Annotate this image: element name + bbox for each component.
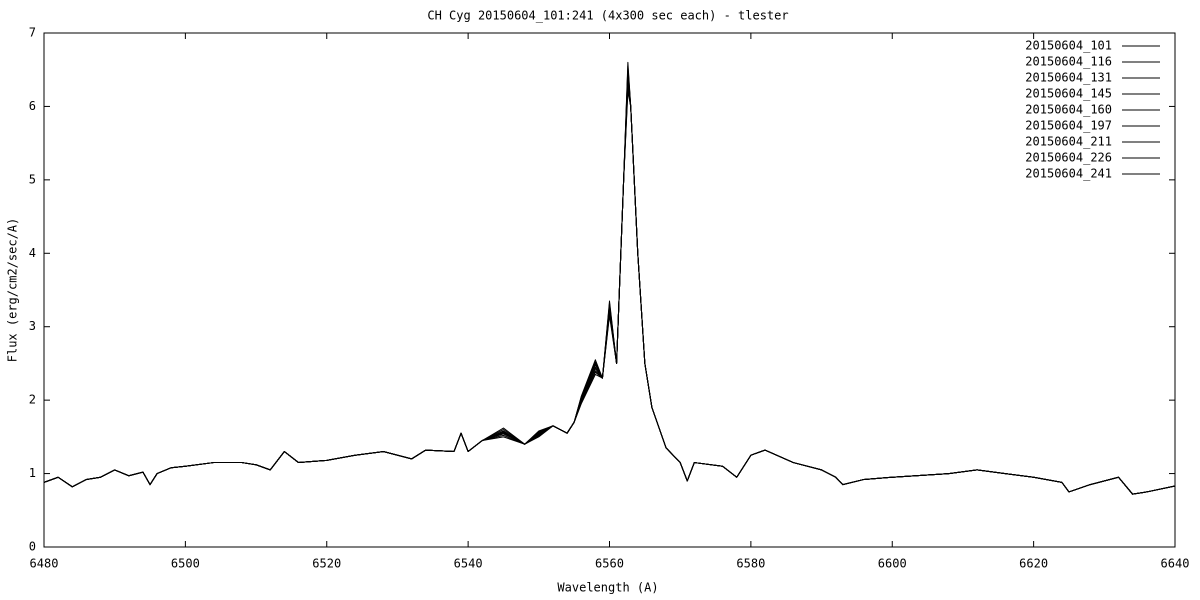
x-tick-label: 6560 (595, 557, 624, 571)
chart-title: CH Cyg 20150604_101:241 (4x300 sec each)… (427, 9, 788, 23)
legend-label: 20150604_211 (1025, 135, 1112, 149)
legend-label: 20150604_197 (1025, 119, 1112, 133)
y-tick-label: 6 (29, 99, 36, 113)
x-axis-label: Wavelength (A) (557, 581, 658, 595)
y-tick-label: 0 (29, 540, 36, 554)
legend-label: 20150604_241 (1025, 167, 1112, 181)
legend-label: 20150604_226 (1025, 151, 1112, 165)
x-tick-label: 6520 (312, 557, 341, 571)
y-tick-label: 2 (29, 393, 36, 407)
legend-label: 20150604_145 (1025, 87, 1112, 101)
y-axis-label: Flux (erg/cm2/sec/A) (6, 218, 20, 363)
x-tick-label: 6500 (171, 557, 200, 571)
legend-label: 20150604_131 (1025, 71, 1112, 85)
y-tick-label: 3 (29, 319, 36, 333)
x-tick-label: 6600 (878, 557, 907, 571)
legend-label: 20150604_116 (1025, 55, 1112, 69)
y-tick-label: 4 (29, 246, 36, 260)
x-tick-label: 6640 (1161, 557, 1190, 571)
y-tick-label: 5 (29, 172, 36, 186)
legend-label: 20150604_101 (1025, 39, 1112, 53)
x-tick-label: 6580 (736, 557, 765, 571)
series-line (43, 91, 1176, 495)
y-tick-label: 1 (29, 466, 36, 480)
x-tick-label: 6620 (1019, 557, 1048, 571)
x-tick-label: 6480 (30, 557, 59, 571)
x-tick-label: 6540 (454, 557, 483, 571)
legend-label: 20150604_160 (1025, 103, 1112, 117)
y-tick-label: 7 (29, 26, 36, 40)
